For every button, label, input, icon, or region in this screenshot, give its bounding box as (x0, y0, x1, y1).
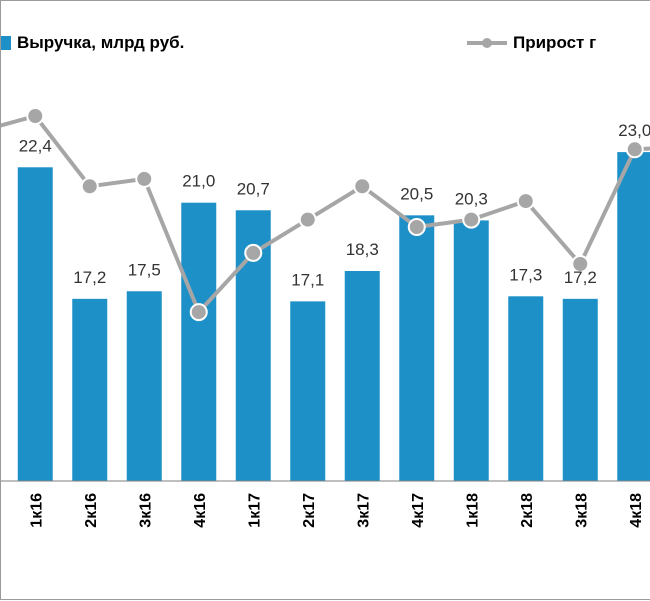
x-tick-label: 3к16 (137, 493, 154, 528)
growth-marker (244, 243, 263, 262)
bar-value-label: 21,0 (182, 172, 215, 191)
bar-value-label: 17,3 (509, 265, 542, 284)
bar (617, 152, 650, 481)
growth-marker (407, 218, 426, 236)
growth-marker (80, 177, 99, 196)
bar (17, 167, 53, 481)
bar-value-label: 17,1 (291, 270, 324, 289)
bar (181, 202, 217, 481)
bar (344, 271, 380, 481)
growth-marker (353, 177, 372, 196)
x-tick-label: 4к18 (628, 493, 645, 528)
bar-value-label: 23,0 (618, 121, 650, 140)
bar (290, 301, 326, 481)
bar-value-label: 17,5 (128, 260, 161, 279)
x-tick-label: 2к17 (301, 493, 318, 528)
x-tick-label: 4к17 (410, 493, 427, 528)
growth-line (1, 114, 650, 315)
x-tick-label: 4к16 (192, 493, 209, 528)
growth-marker (462, 210, 481, 229)
bar (508, 296, 544, 481)
legend-line-swatch (467, 36, 507, 50)
x-tick-label: 2к18 (519, 493, 536, 528)
x-tick-label: 1к18 (464, 493, 481, 528)
bar (453, 220, 489, 481)
legend-revenue-label: Выручка, млрд руб. (17, 33, 185, 52)
bar (72, 298, 108, 481)
legend-growth-label: Прирост г (513, 33, 597, 52)
bar (399, 215, 435, 481)
legend-item-growth: Прирост г (467, 33, 596, 53)
growth-marker (516, 192, 535, 211)
x-tick-label: 1к17 (246, 493, 263, 528)
bar-value-label: 20,3 (455, 189, 488, 208)
bar-value-label: 22,4 (19, 136, 52, 155)
growth-marker (625, 140, 644, 159)
bar-value-label: 20,7 (237, 179, 270, 198)
growth-marker (189, 303, 208, 322)
x-tick-label: 3к17 (355, 493, 372, 528)
bar-value-label: 18,3 (346, 240, 379, 259)
legend-item-revenue: Выручка, млрд руб. (1, 33, 184, 53)
growth-marker (26, 107, 45, 125)
legend-bar-swatch (1, 36, 11, 50)
x-tick-label: 3к18 (573, 493, 590, 528)
growth-marker (298, 210, 317, 229)
growth-marker (571, 255, 590, 273)
bar (126, 291, 162, 481)
bar-value-label: 17,2 (73, 268, 106, 287)
x-tick-label: 1к16 (28, 493, 45, 528)
x-tick-label: 2к16 (83, 493, 100, 528)
bar (562, 298, 598, 481)
growth-marker (135, 169, 154, 188)
bar-value-label: 17,2 (564, 268, 597, 287)
bar-value-label: 20,5 (400, 184, 433, 203)
